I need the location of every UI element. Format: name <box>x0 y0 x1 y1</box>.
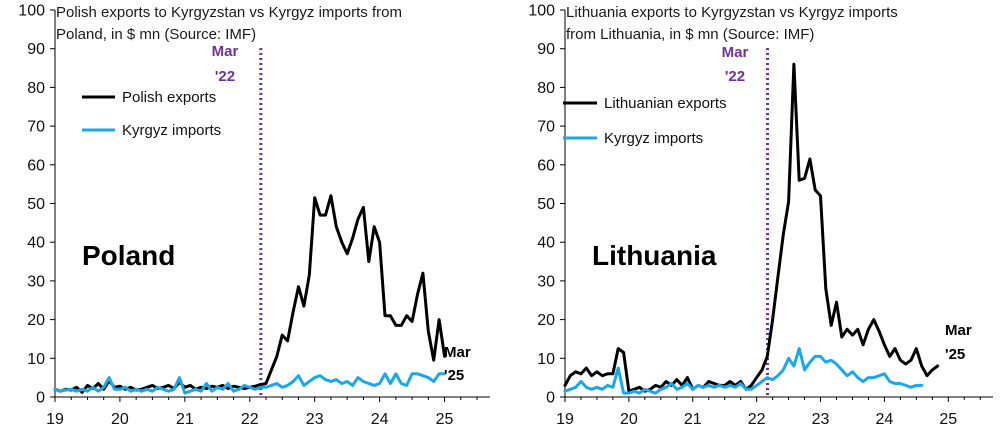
legend-label-exports: Lithuanian exports <box>604 95 727 112</box>
x-tick-label: 22 <box>748 411 766 428</box>
chart-title: Lithuania exports to Kyrgyzstan vs Kyrgy… <box>566 4 898 21</box>
y-tick-label: 80 <box>27 80 45 97</box>
mar-22-label: '22 <box>215 68 235 85</box>
x-tick-label: 24 <box>371 411 389 428</box>
y-tick-label: 100 <box>18 3 45 20</box>
chart-title: Polish exports to Kyrgyzstan vs Kyrgyz i… <box>56 4 402 21</box>
mar-22-label: Mar <box>212 43 239 60</box>
x-tick-label: 21 <box>684 411 702 428</box>
mar-25-label: '25 <box>444 367 464 384</box>
mar-25-label: '25 <box>945 346 965 363</box>
chart-panel-2: 0 10 20 30 40 50 60 70 80 90 100 19 20 21 22 23 24 25 Lith… <box>528 3 993 428</box>
y-tick-label: 60 <box>537 157 555 174</box>
y-tick-label: 70 <box>537 119 555 136</box>
exports-line <box>53 194 447 394</box>
mar-22-label: '22 <box>725 68 745 85</box>
y-tick-label: 20 <box>27 312 45 329</box>
y-tick-label: 0 <box>36 390 45 407</box>
x-tick-label: 19 <box>46 411 64 428</box>
y-tick-label: 90 <box>27 41 45 58</box>
legend-label-imports: Kyrgyz imports <box>122 122 221 139</box>
y-tick-label: 40 <box>27 235 45 252</box>
x-tick-label: 22 <box>241 411 259 428</box>
y-tick-label: 100 <box>528 3 555 20</box>
y-tick-label: 10 <box>537 351 555 368</box>
y-tick-label: 40 <box>537 235 555 252</box>
x-tick-label: 20 <box>111 411 129 428</box>
legend-label-imports: Kyrgyz imports <box>604 130 703 147</box>
legend-label-exports: Polish exports <box>122 89 216 106</box>
chart-title: Poland, in $ mn (Source: IMF) <box>56 26 256 43</box>
x-tick-label: 20 <box>620 411 638 428</box>
x-tick-label: 25 <box>436 411 454 428</box>
imports-line <box>563 347 924 395</box>
mar-22-label: Mar <box>722 44 749 61</box>
mar-25-label: Mar <box>444 344 471 361</box>
x-tick-label: 25 <box>939 411 957 428</box>
y-tick-label: 10 <box>27 351 45 368</box>
y-tick-label: 80 <box>537 80 555 97</box>
y-tick-label: 70 <box>27 119 45 136</box>
country-label: Lithuania <box>592 240 717 271</box>
chart-panel-1: 0 10 20 30 40 50 60 70 80 90 100 19 20 21 22 23 24 25 Poli… <box>18 3 490 428</box>
y-tick-label: 50 <box>537 196 555 213</box>
y-tick-label: 0 <box>546 390 555 407</box>
y-tick-label: 50 <box>27 196 45 213</box>
x-tick-label: 19 <box>556 411 574 428</box>
y-tick-label: 60 <box>27 157 45 174</box>
imports-line <box>53 372 447 395</box>
country-label: Poland <box>82 240 175 271</box>
y-tick-label: 30 <box>27 273 45 290</box>
chart-title: from Lithuania, in $ mn (Source: IMF) <box>566 26 814 43</box>
y-tick-label: 20 <box>537 312 555 329</box>
x-tick-label: 23 <box>812 411 830 428</box>
x-tick-label: 24 <box>876 411 894 428</box>
exports-line <box>563 62 940 393</box>
y-tick-label: 90 <box>537 41 555 58</box>
x-tick-label: 23 <box>306 411 324 428</box>
mar-25-label: Mar <box>945 322 972 339</box>
x-tick-label: 21 <box>176 411 194 428</box>
y-tick-label: 30 <box>537 273 555 290</box>
